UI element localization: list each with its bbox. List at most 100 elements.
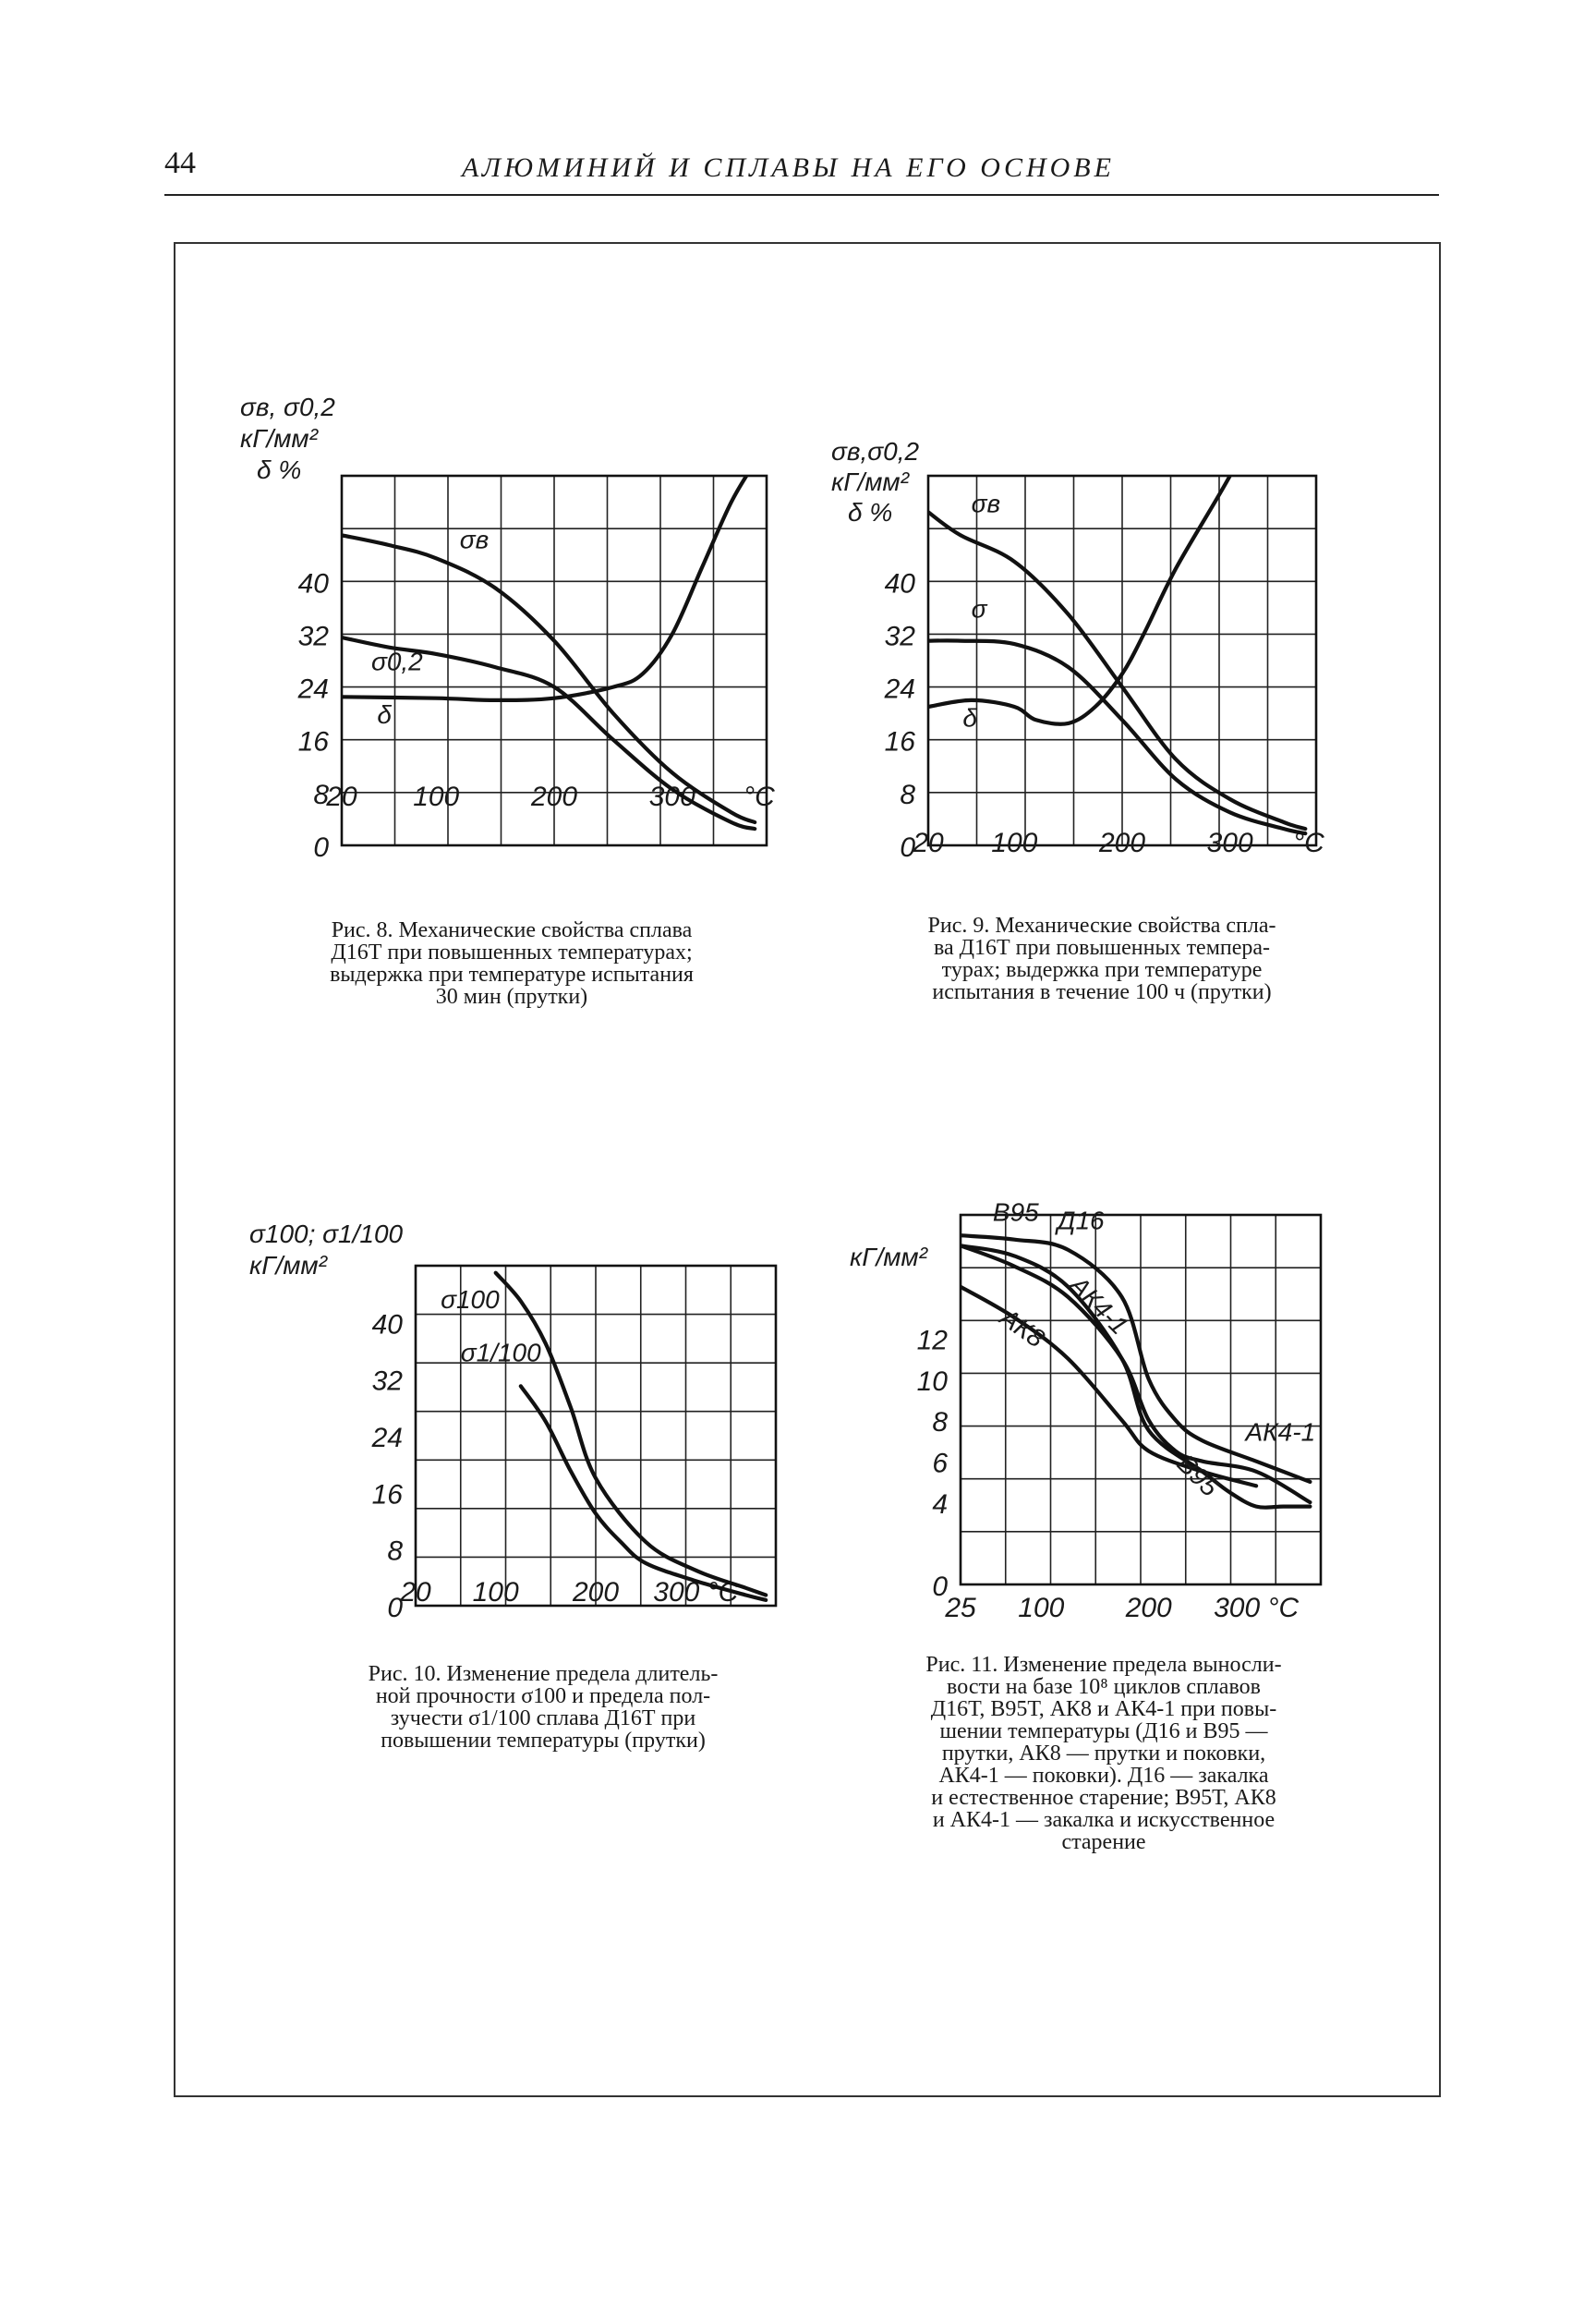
series-group [342,476,757,831]
y-tick-label: 16 [885,727,916,758]
page-header: 44 АЛЮМИНИЙ И СПЛАВЫ НА ЕГО ОСНОВЕ [0,0,1596,212]
x-tick-label: 200 [572,1577,619,1608]
y-tick-label: 10 [917,1366,949,1397]
y-tick-label: 8 [387,1536,403,1567]
caption-line: выдержка при температуре испытания [330,963,694,987]
caption-fig-10: Рис. 10. Изменение предела длитель- ной … [299,1663,787,1752]
x-tick-label: 100 [1018,1593,1064,1623]
caption-fig-8: Рис. 8. Механические свойства сплава Д16… [242,919,781,1008]
caption-line: ва Д16Т при повышенных темпера- [933,936,1271,960]
y-tick-label: 8 [313,780,329,810]
series-line [961,1244,1312,1510]
y-axis-label: δ % [257,455,301,484]
caption-line: Рис. 10. Изменение предела длитель- [368,1662,719,1686]
caption-line: зучести σ1/100 сплава Д16Т при [390,1706,696,1730]
y-tick-label: 24 [884,674,915,705]
y-axis-label: δ % [848,498,892,527]
series-line [928,638,1308,836]
x-tick-label: 200 [1098,828,1145,858]
figure-frame [174,242,1441,2097]
series-group [928,476,1308,836]
series-line [518,1384,768,1602]
y-tick-label: 40 [372,1309,404,1340]
series-label: В95 [993,1198,1039,1227]
caption-line: Рис. 11. Изменение предела выносли- [925,1653,1282,1677]
y-tick-label: 0 [932,1572,948,1602]
grid [416,1266,776,1606]
y-tick-label: 40 [298,568,330,599]
y-axis-label: кГ/мм² [831,467,911,496]
y-tick-label: 40 [885,568,916,599]
x-tick-label: 25 [944,1593,976,1623]
caption-line: Рис. 9. Механические свойства спла- [927,914,1276,938]
y-tick-label: 32 [298,621,330,651]
grid [961,1215,1321,1584]
caption-line: вости на базе 10⁸ циклов сплавов [947,1675,1261,1699]
caption-line: турах; выдержка при температуре [941,958,1263,982]
plot-border [926,474,1318,847]
series-line [961,1284,1259,1488]
series-line [493,1270,768,1597]
y-axis-label: σв,σ0,2 [831,437,920,466]
y-tick-label: 32 [885,621,916,651]
caption-line: Д16Т, В95Т, АК8 и АК4-1 при повы- [930,1697,1277,1721]
x-tick-label: 20 [399,1577,431,1608]
series-line [928,510,1308,831]
caption-line: и естественное старение; В95Т, АК8 [931,1786,1276,1810]
x-tick-label: 20 [325,782,357,812]
series-line [928,476,1233,726]
x-unit-label: °C [744,782,775,812]
caption-line: Рис. 8. Механические свойства сплава [331,918,693,942]
figure-8: 0 8 16 24 32 40 20 100 200 300 °C σв, σ0,2 кГ/мм² δ %… [222,388,813,905]
header-rule [164,194,1439,196]
series-label: δ [377,700,392,729]
caption-line: АК4-1 — поковки). Д16 — закалка [938,1764,1269,1788]
grid [928,476,1316,845]
x-tick-label: 100 [473,1577,519,1608]
series-group [493,1270,768,1602]
series-label: σв [460,526,490,554]
series-label: σв [972,489,1001,517]
x-tick-label: 100 [413,782,459,812]
y-tick-label: 0 [387,1593,403,1623]
caption-line: прутки, АК8 — прутки и поковки, [941,1742,1266,1766]
series-line [342,476,749,703]
y-tick-label: 8 [900,780,915,810]
figure-11: 0 4 6 8 10 12 25 100 200 300 °C кГ/мм² В95 Д16 АК4-1 А… [831,1198,1367,1635]
series-label: Д16 [1055,1207,1105,1235]
caption-line: повышении температуры (прутки) [381,1729,706,1753]
y-tick-label: 12 [917,1325,949,1355]
plot-border [959,1213,1323,1586]
running-title: АЛЮМИНИЙ И СПЛАВЫ НА ЕГО ОСНОВЕ [462,152,1115,183]
figure-9: 0 8 16 24 32 40 20 100 200 300 °C σв,σ0,2 кГ/мм² δ % σ… [831,434,1367,905]
x-tick-label: 300 [1207,828,1253,858]
y-tick-label: 6 [932,1449,948,1479]
series-line [961,1233,1312,1484]
caption-fig-11: Рис. 11. Изменение предела выносли- вост… [859,1654,1348,1853]
caption-line: ной прочности σ100 и предела пол- [375,1684,711,1708]
caption-line: старение [1061,1830,1146,1854]
y-tick-label: 16 [298,727,330,758]
page-number: 44 [164,146,196,180]
y-tick-label: 32 [372,1366,404,1397]
series-label: δ [962,703,977,732]
series-label: σ0,2 [371,648,423,676]
series-line [342,635,757,831]
y-axis-label: σ100; σ1/100 [249,1220,404,1248]
y-tick-label: 8 [932,1407,948,1438]
y-tick-label: 0 [900,832,915,863]
x-tick-label: 200 [1125,1593,1172,1623]
caption-line: Д16Т при повышенных температурах; [331,941,693,965]
plot-border [340,474,768,847]
y-axis-label: кГ/мм² [850,1243,929,1271]
y-tick-label: 24 [371,1423,403,1453]
x-tick-label: 300 °C [1214,1593,1299,1623]
x-tick-label: 200 [530,782,577,812]
series-label: σ [972,595,988,624]
series-label: σ100 [441,1285,500,1314]
plot-border [414,1264,778,1608]
series-line [961,1244,1312,1505]
